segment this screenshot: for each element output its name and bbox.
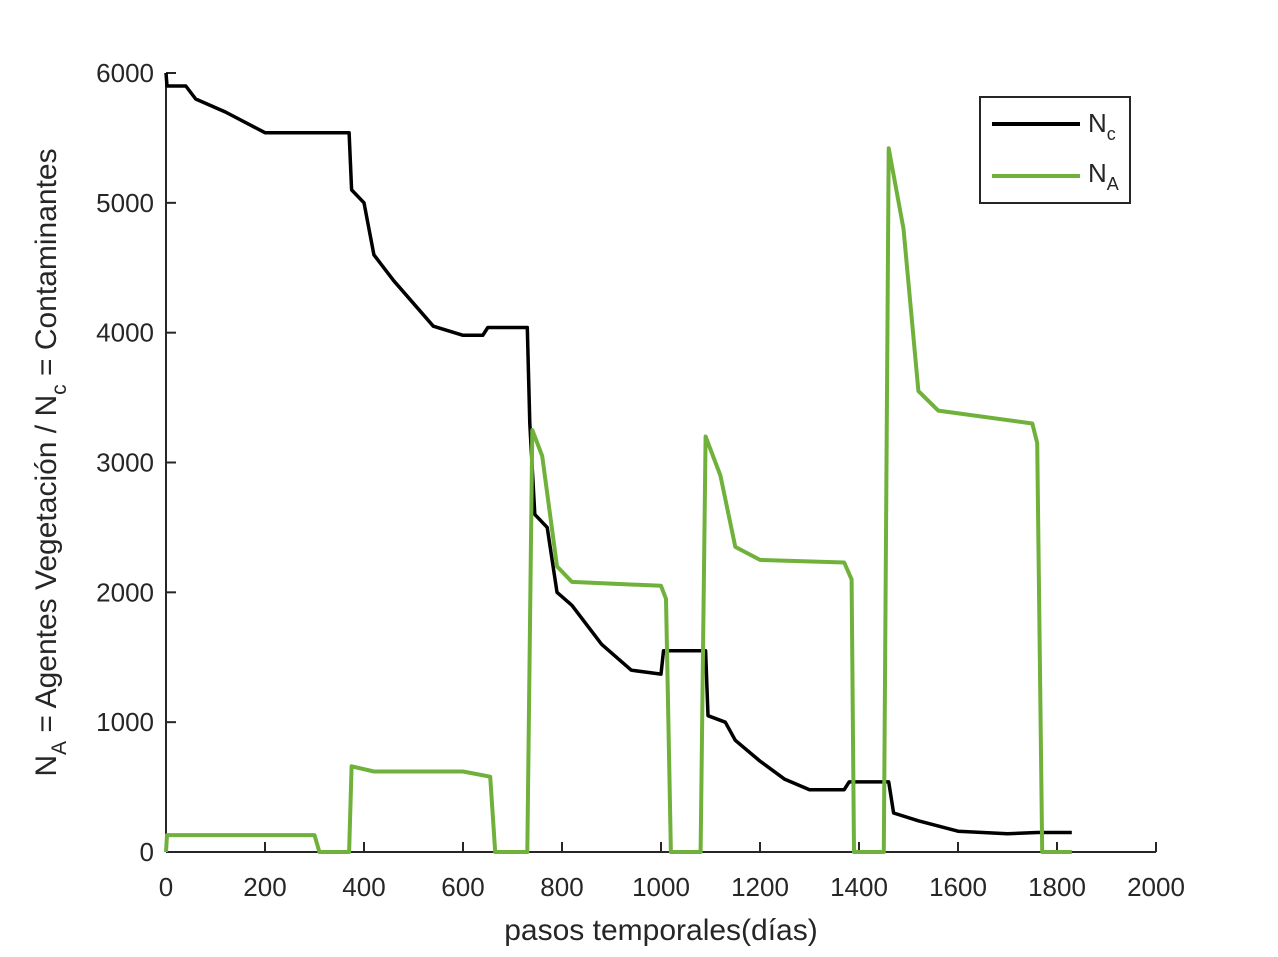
x-tick-label: 2000 bbox=[1127, 872, 1185, 902]
x-tick-label: 1800 bbox=[1028, 872, 1086, 902]
y-tick-label: 0 bbox=[140, 837, 154, 867]
y-ticks: 0 1000 2000 3000 4000 5000 6000 bbox=[96, 58, 176, 867]
y-label-end: = Contaminantes bbox=[30, 148, 63, 384]
legend-nc-sub: c bbox=[1107, 124, 1116, 144]
legend-na-main: N bbox=[1088, 158, 1107, 188]
x-tick-label: 800 bbox=[540, 872, 583, 902]
y-tick-label: 4000 bbox=[96, 318, 154, 348]
x-tick-label: 1400 bbox=[830, 872, 888, 902]
y-label-na: N bbox=[30, 755, 63, 777]
x-tick-label: 1600 bbox=[929, 872, 987, 902]
legend-label-na: NA bbox=[1088, 158, 1119, 194]
legend: Nc NA bbox=[979, 96, 1131, 204]
series-lines bbox=[164, 72, 1072, 854]
x-ticks: 0 200 400 600 800 1000 1200 1400 1600 1800 2000 bbox=[159, 842, 1185, 902]
legend-na-sub: A bbox=[1107, 174, 1119, 194]
x-tick-label: 400 bbox=[342, 872, 385, 902]
y-tick-label: 1000 bbox=[96, 707, 154, 737]
y-axis-label: NA = Agentes Vegetación / Nc = Contamina… bbox=[30, 148, 71, 776]
y-tick-label: 5000 bbox=[96, 188, 154, 218]
x-tick-label: 200 bbox=[243, 872, 286, 902]
x-axis-label: pasos temporales(días) bbox=[504, 914, 817, 947]
legend-nc-main: N bbox=[1088, 108, 1107, 138]
y-tick-label: 2000 bbox=[96, 577, 154, 607]
x-tick-label: 600 bbox=[441, 872, 484, 902]
y-label-mid: = Agentes Vegetación / N bbox=[30, 395, 63, 741]
y-tick-label: 3000 bbox=[96, 448, 154, 478]
legend-box bbox=[979, 96, 1131, 204]
series-line-na bbox=[164, 146, 1072, 854]
x-tick-label: 1000 bbox=[632, 872, 690, 902]
y-label-na-sub: A bbox=[48, 741, 71, 755]
legend-label-nc: Nc bbox=[1088, 108, 1116, 144]
y-tick-label: 6000 bbox=[96, 58, 154, 88]
series-line-nc bbox=[164, 72, 1072, 836]
y-label-nc-sub: c bbox=[48, 384, 71, 395]
x-tick-label: 1200 bbox=[731, 872, 789, 902]
x-tick-label: 0 bbox=[159, 872, 173, 902]
